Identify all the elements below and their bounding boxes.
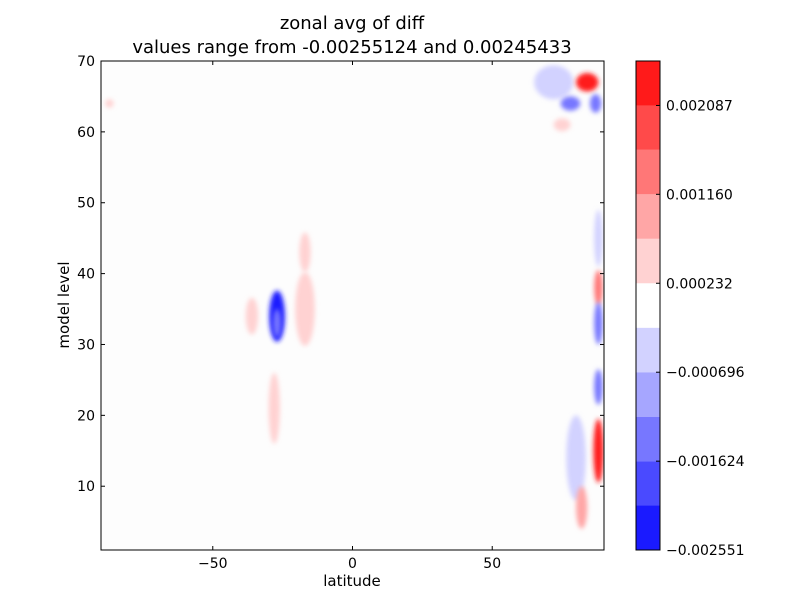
contour-feature (576, 73, 599, 92)
colorbar-segment (636, 283, 660, 328)
colorbar-frame (635, 60, 661, 551)
contour-feature (590, 94, 602, 113)
contour-feature (566, 415, 586, 501)
colorbar-tick-label: −0.000696 (666, 365, 745, 381)
y-tick-label: 30 (77, 337, 95, 353)
contour-feature (594, 270, 603, 306)
colorbar-segment (636, 461, 660, 506)
contour-feature (594, 209, 603, 267)
y-tick-label: 70 (77, 54, 95, 70)
colorbar-tick-label: 0.001160 (666, 187, 733, 203)
plot-background (101, 61, 604, 550)
contour-fill-layer (105, 65, 604, 529)
y-tick-label: 40 (77, 267, 95, 283)
y-tick-label: 50 (77, 196, 95, 212)
x-tick-label: 0 (348, 556, 357, 572)
colorbar-segment (636, 149, 660, 195)
x-tick-label: −50 (198, 556, 228, 572)
contour-feature (534, 65, 574, 100)
contour-feature (560, 96, 581, 111)
colorbar-segment (636, 61, 660, 106)
contour-feature (594, 301, 603, 345)
contour-feature (594, 369, 603, 405)
contour-feature (273, 309, 281, 338)
colorbar-tick-label: 0.002087 (666, 98, 733, 114)
contour-feature (553, 118, 571, 132)
chart-title: zonal avg of diff (280, 13, 425, 34)
y-tick-label: 20 (77, 408, 95, 424)
y-tick-label: 10 (77, 479, 95, 495)
contour-feature (105, 99, 114, 108)
colorbar-tick-label: −0.001624 (666, 454, 745, 470)
contour-feature (268, 372, 280, 444)
contour-feature (593, 418, 604, 483)
colorbar-tick-label: 0.000232 (666, 276, 733, 292)
x-axis-label: latitude (323, 572, 381, 590)
axes: −50 0 50 10 20 30 40 50 60 70 (77, 54, 604, 572)
y-tick-label: 60 (77, 125, 95, 141)
colorbar-segment (636, 105, 660, 150)
colorbar-segment (636, 238, 660, 284)
x-tick-label: 50 (483, 556, 501, 572)
colorbar: −0.002551 −0.001624 −0.000696 0.000232 0.001… (636, 61, 745, 559)
colorbar-tick-label: −0.002551 (666, 543, 745, 559)
colorbar-segment (636, 416, 660, 462)
contour-feature (295, 272, 315, 346)
contour-feature (245, 297, 259, 335)
chart-subtitle: values range from -0.00255124 and 0.0024… (132, 37, 571, 58)
colorbar-segment (636, 194, 660, 239)
contour-feature (299, 232, 311, 273)
colorbar-segment (636, 505, 660, 550)
y-axis-label: model level (55, 261, 73, 348)
colorbar-segment (636, 372, 660, 417)
contour-feature (576, 486, 588, 529)
colorbar-segment (636, 327, 660, 373)
